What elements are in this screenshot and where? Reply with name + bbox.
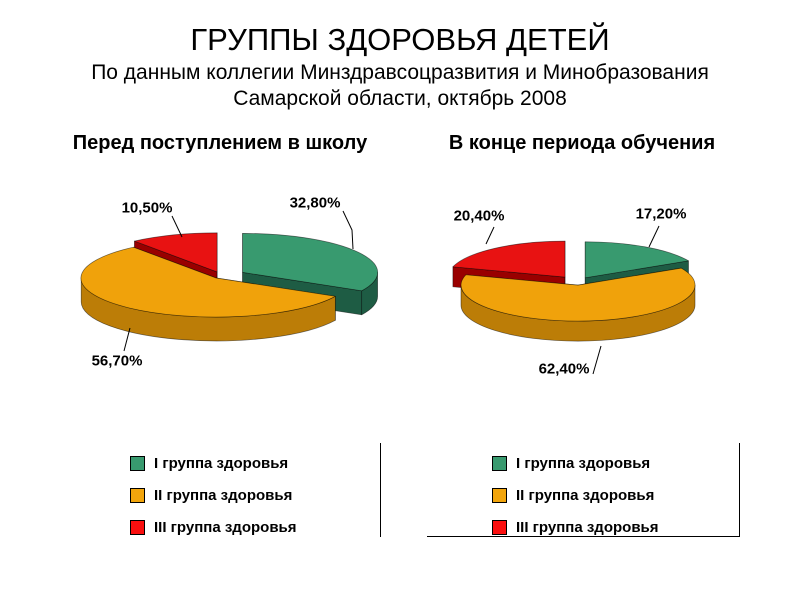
- legend-swatch: [492, 455, 507, 471]
- chart-title-before-school: Перед поступлением в школу: [72, 132, 368, 154]
- slice-percent-label: 20,40%: [453, 207, 505, 225]
- label-leader-line: [342, 210, 354, 250]
- chart-title-end-of-study: В конце периода обучения: [448, 132, 716, 154]
- slice-percent-label: 32,80%: [289, 194, 341, 212]
- pie-before-school: [80, 210, 379, 352]
- legend-swatch: [492, 487, 507, 503]
- label-leader-line: [171, 215, 183, 238]
- pie-slice-top: [242, 233, 379, 292]
- legend-left: I группа здоровья II группа здоровья III г…: [130, 447, 297, 543]
- slice-percent-label: 62,40%: [538, 360, 590, 378]
- legend-swatch: [492, 519, 507, 535]
- legend-label: III группа здоровья: [154, 518, 297, 536]
- legend-right: I группа здоровья II группа здоровья III г…: [492, 447, 659, 543]
- legend-item: I группа здоровья: [492, 447, 659, 479]
- slice-percent-label: 10,50%: [121, 199, 173, 217]
- label-leader-line: [485, 226, 495, 245]
- legend-swatch: [130, 487, 145, 503]
- slide-subtitle-line2: Самарской области, октябрь 2008: [233, 87, 567, 110]
- pie-end-of-study: [452, 225, 696, 375]
- legend-label: I группа здоровья: [154, 454, 289, 472]
- pie-slice-top: [584, 241, 689, 279]
- slice-percent-label: 17,20%: [635, 205, 687, 223]
- slice-percent-label: 56,70%: [91, 352, 143, 370]
- label-leader-line: [592, 345, 602, 375]
- legend-divider-line: [380, 443, 381, 537]
- legend-label: II группа здоровья: [154, 486, 293, 504]
- legend-label: II группа здоровья: [516, 486, 655, 504]
- legend-item: III группа здоровья: [492, 511, 659, 543]
- label-leader-line: [123, 327, 131, 352]
- right-legend-frame: [427, 443, 740, 537]
- legend-label: I группа здоровья: [516, 454, 651, 472]
- pie-slice-top: [80, 246, 336, 318]
- label-leader-line: [648, 225, 660, 248]
- legend-item: II группа здоровья: [130, 479, 297, 511]
- legend-item: II группа здоровья: [492, 479, 659, 511]
- legend-label: III группа здоровья: [516, 518, 659, 536]
- legend-swatch: [130, 519, 145, 535]
- legend-swatch: [130, 455, 145, 471]
- chart-before-school: Перед поступлением в школу 32,80% 56,70% 1…: [40, 128, 390, 433]
- legend-item: I группа здоровья: [130, 447, 297, 479]
- slide-header: ГРУППЫ ЗДОРОВЬЯ ДЕТЕЙ По данным коллегии…: [0, 20, 800, 112]
- pie-slice-top: [134, 232, 218, 273]
- slide-title: ГРУППЫ ЗДОРОВЬЯ ДЕТЕЙ: [190, 22, 610, 57]
- pie-slice-top: [452, 240, 566, 278]
- legend-item: III группа здоровья: [130, 511, 297, 543]
- chart-end-of-study: В конце периода обучения 17,20% 62,40% 20,…: [420, 128, 770, 433]
- pie-slice-top: [460, 267, 696, 322]
- slide-subtitle-line1: По данным коллегии Минздравсоцразвития и…: [91, 61, 709, 84]
